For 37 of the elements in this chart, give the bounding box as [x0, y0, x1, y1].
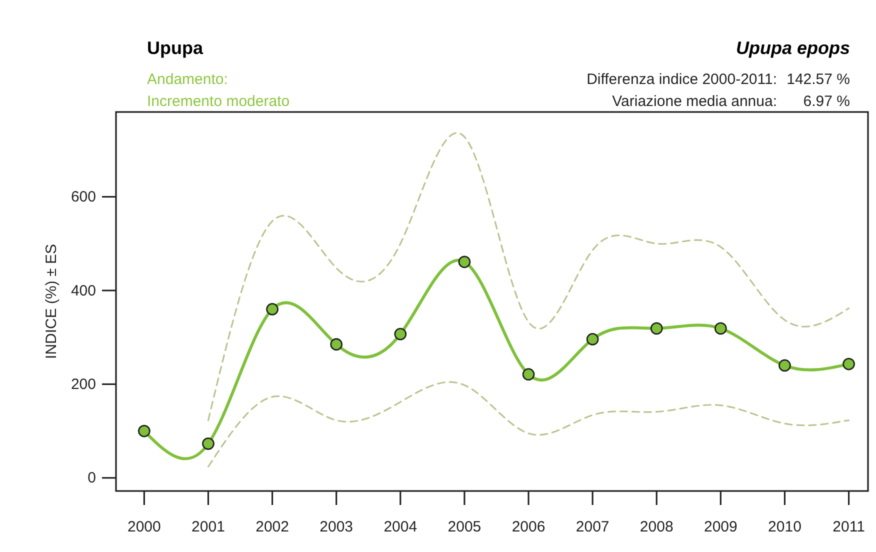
- x-tick-label: 2009: [704, 518, 738, 536]
- x-tick-label: 2007: [576, 518, 610, 536]
- text: Incremento moderato: [147, 93, 290, 110]
- point: [778, 359, 791, 372]
- point: [202, 437, 214, 450]
- text: 142.57 %: [786, 71, 850, 88]
- x-tick-label: 2004: [384, 518, 418, 536]
- text: Andamento:: [147, 71, 228, 88]
- point: [714, 322, 727, 335]
- y-tick-label: 600: [70, 188, 96, 206]
- point: [266, 303, 278, 316]
- chart-subtitle: Upupa epops: [736, 38, 850, 58]
- point: [458, 256, 471, 268]
- point: [522, 368, 535, 381]
- y-axis-title: INDICE (%) ± ES: [43, 244, 60, 359]
- point: [586, 333, 599, 346]
- point: [138, 424, 150, 438]
- x-tick-label: 2005: [448, 518, 482, 536]
- x-tick-label: 2011: [832, 518, 865, 536]
- point: [842, 358, 855, 370]
- x-tick-label: 2002: [256, 518, 289, 536]
- x-tick-label: 2000: [127, 518, 161, 536]
- x-tick-label: 2003: [320, 518, 354, 536]
- point: [394, 328, 407, 340]
- text: Differenza indice 2000-2011:: [586, 71, 777, 88]
- text: Variazione media annua:: [612, 93, 777, 110]
- y-tick-label: 200: [70, 376, 96, 393]
- point: [330, 338, 343, 351]
- point: [650, 322, 663, 335]
- y-tick-label: 0: [88, 470, 96, 487]
- text: 6.97 %: [803, 93, 850, 110]
- x-tick-label: 2006: [512, 518, 546, 536]
- x-tick-label: 2001: [192, 518, 225, 536]
- x-tick-label: 2008: [640, 518, 674, 536]
- chart-title: Upupa: [147, 38, 204, 58]
- y-tick-label: 400: [70, 282, 96, 300]
- x-tick-label: 2010: [768, 518, 802, 536]
